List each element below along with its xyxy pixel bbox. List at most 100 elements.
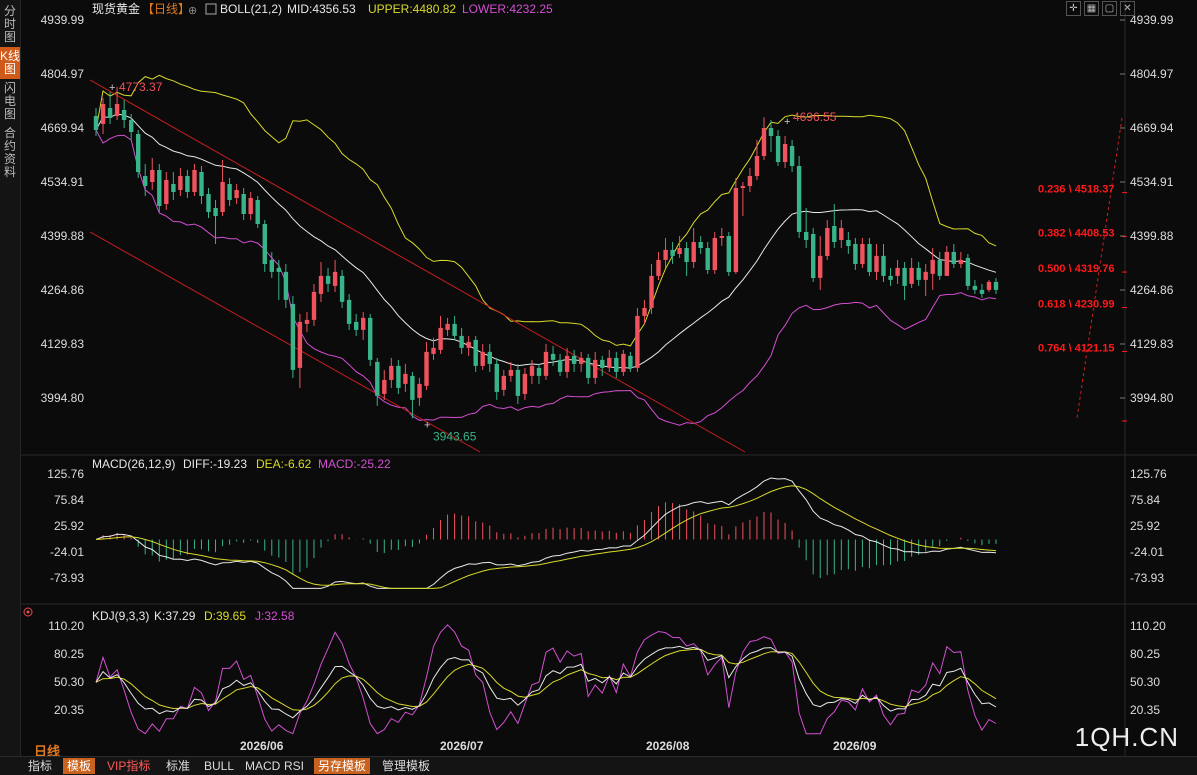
boll-label: BOLL(21,2) [220,2,282,16]
price-tick-label-left: 4264.86 [41,283,85,297]
candle-body [410,375,415,400]
candle-body [438,327,443,350]
templates-button[interactable]: 模板 [63,758,96,774]
candle-body [747,176,753,186]
candle-body [740,186,746,188]
candle-body [424,351,429,386]
price-tick-label-left: 4129.83 [41,337,85,351]
high-annotation: 4773.37 [119,80,163,94]
candle-body [677,248,682,254]
candle-body [248,198,253,214]
kdj-tick-label-left: 80.25 [54,647,84,661]
indicator-icon[interactable] [205,3,217,15]
candle-body [909,267,914,284]
candle-body [712,238,717,270]
tab-kline[interactable]: K线图 [0,47,20,79]
candle-body [227,184,232,200]
candle-body [789,146,795,166]
tab-timeshare[interactable]: 分时图 [3,4,16,44]
candle-body [368,317,373,360]
candle-body [986,281,992,290]
close-chart-icon[interactable]: ✕ [1120,1,1135,16]
fit-view-icon[interactable]: ✛ [1066,1,1081,16]
candle-body [466,341,471,348]
bull-button[interactable]: BULL [204,759,235,773]
candle-body [761,128,767,156]
chart-canvas[interactable]: 0.236 \ 4518.37 0.382 \ 4408.53 0.500 \ 43… [0,0,1197,756]
boll-mid-line [95,113,997,369]
grid-view-icon[interactable]: ▦ [1084,1,1099,16]
high-marker: + [109,82,115,94]
candle-body [733,188,739,272]
watermark: 1QH.CN [1074,722,1179,752]
candle-body [579,357,584,364]
candle-body [431,347,436,354]
rsi-button[interactable]: RSI [284,759,305,773]
macd-tick-label-right: 75.84 [1130,493,1160,507]
kdj-label: KDJ(9,3,3) [92,609,149,623]
price-tick-label-right: 4939.99 [1130,13,1174,27]
price-tick-label-left: 4534.91 [41,175,85,189]
candle-body [283,271,289,300]
candle-body [136,134,141,172]
record-icon[interactable] [23,607,33,617]
candle-body [881,255,886,276]
candle-body [220,182,225,212]
kdj-tick-label-left: 50.30 [54,675,84,689]
vip-indicators-button[interactable]: VIP指标 [107,759,151,773]
candle-body [571,355,577,364]
candle-body [157,170,162,206]
candle-body [192,170,197,192]
period-label[interactable]: 日线 [34,744,61,759]
candle-body [206,194,211,212]
candle-body [818,255,823,278]
settings-icon[interactable]: ⊕ [188,5,197,17]
candle-body [529,365,535,376]
candle-body [452,323,457,336]
candle-body [916,267,921,280]
candle-body [199,172,204,196]
candle-body [705,248,710,270]
candle-body [937,259,942,276]
save-template-button[interactable]: 另存模板 [314,758,371,774]
candle-body [487,351,492,364]
price-tick-label-right: 4669.94 [1130,121,1174,135]
boll-lower-line [95,129,997,426]
manage-templates-button[interactable]: 管理模板 [382,759,431,773]
candle-body [494,363,499,392]
macd-dea: DEA:-6.62 [256,457,312,471]
tab-flash[interactable]: 闪电图 [3,81,16,121]
candle-body [304,319,310,324]
symbol-title: 现货黄金 [92,1,140,16]
candle-body [649,275,654,308]
candle-body [185,176,190,192]
boll-upper-line [95,74,997,347]
candle-body [375,361,380,396]
candle-body [164,180,169,204]
fib-level-label: 0.500 \ 4319.76 [1038,263,1114,275]
macd-tick-label-left: 25.92 [54,519,84,533]
candle-body [93,116,99,130]
channel-lower-line [89,231,481,453]
candle-body [339,275,345,302]
kdj-d-line [95,648,997,711]
candle-body [403,373,408,384]
standard-button[interactable]: 标准 [166,759,191,773]
candle-body [332,271,338,286]
candle-body [768,128,774,136]
kdj-tick-label-left: 20.35 [54,703,84,717]
candle-body [621,353,626,372]
candle-body [213,208,218,216]
maximize-icon[interactable]: ▢ [1102,1,1117,16]
macd-value: MACD:-25.22 [318,457,391,471]
boll-lower: LOWER:4232.25 [462,2,553,16]
macd-tick-label-left: 125.76 [47,467,84,481]
candle-body [811,234,816,278]
candle-body [839,228,844,240]
candle-body [832,226,837,242]
kdj-tick-label-right: 110.20 [1130,619,1166,633]
kdj-tick-label-right: 50.30 [1130,675,1160,689]
macd-button[interactable]: MACD [245,759,281,773]
indicators-button[interactable]: 指标 [28,759,53,773]
tab-contract-info[interactable]: 合约资料 [3,126,16,179]
